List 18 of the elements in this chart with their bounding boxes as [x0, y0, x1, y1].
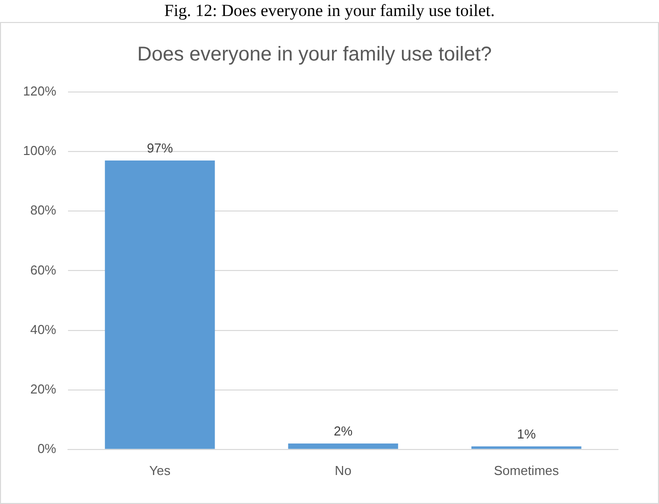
y-tick-label: 100%: [23, 143, 57, 158]
chart-title: Does everyone in your family use toilet?: [137, 44, 492, 66]
x-tick-label: No: [334, 462, 352, 478]
y-tick-label: 40%: [30, 322, 57, 337]
y-tick-label: 120%: [23, 84, 57, 99]
bar: [288, 443, 398, 449]
caption: Fig. 12: Does everyone in your family use toilet.: [163, 0, 496, 22]
x-tick-label: Sometimes: [494, 462, 560, 478]
data-label: 97%: [146, 140, 174, 156]
y-tick-label: 0%: [37, 440, 57, 456]
bar: [471, 446, 582, 449]
bar: [104, 160, 215, 449]
x-tick-label: Yes: [149, 462, 171, 478]
data-label: 1%: [516, 426, 536, 442]
y-tick-label: 20%: [30, 381, 57, 396]
y-tick-label: 80%: [30, 202, 57, 218]
y-tick-label: 60%: [30, 262, 57, 278]
data-label: 2%: [334, 424, 353, 439]
